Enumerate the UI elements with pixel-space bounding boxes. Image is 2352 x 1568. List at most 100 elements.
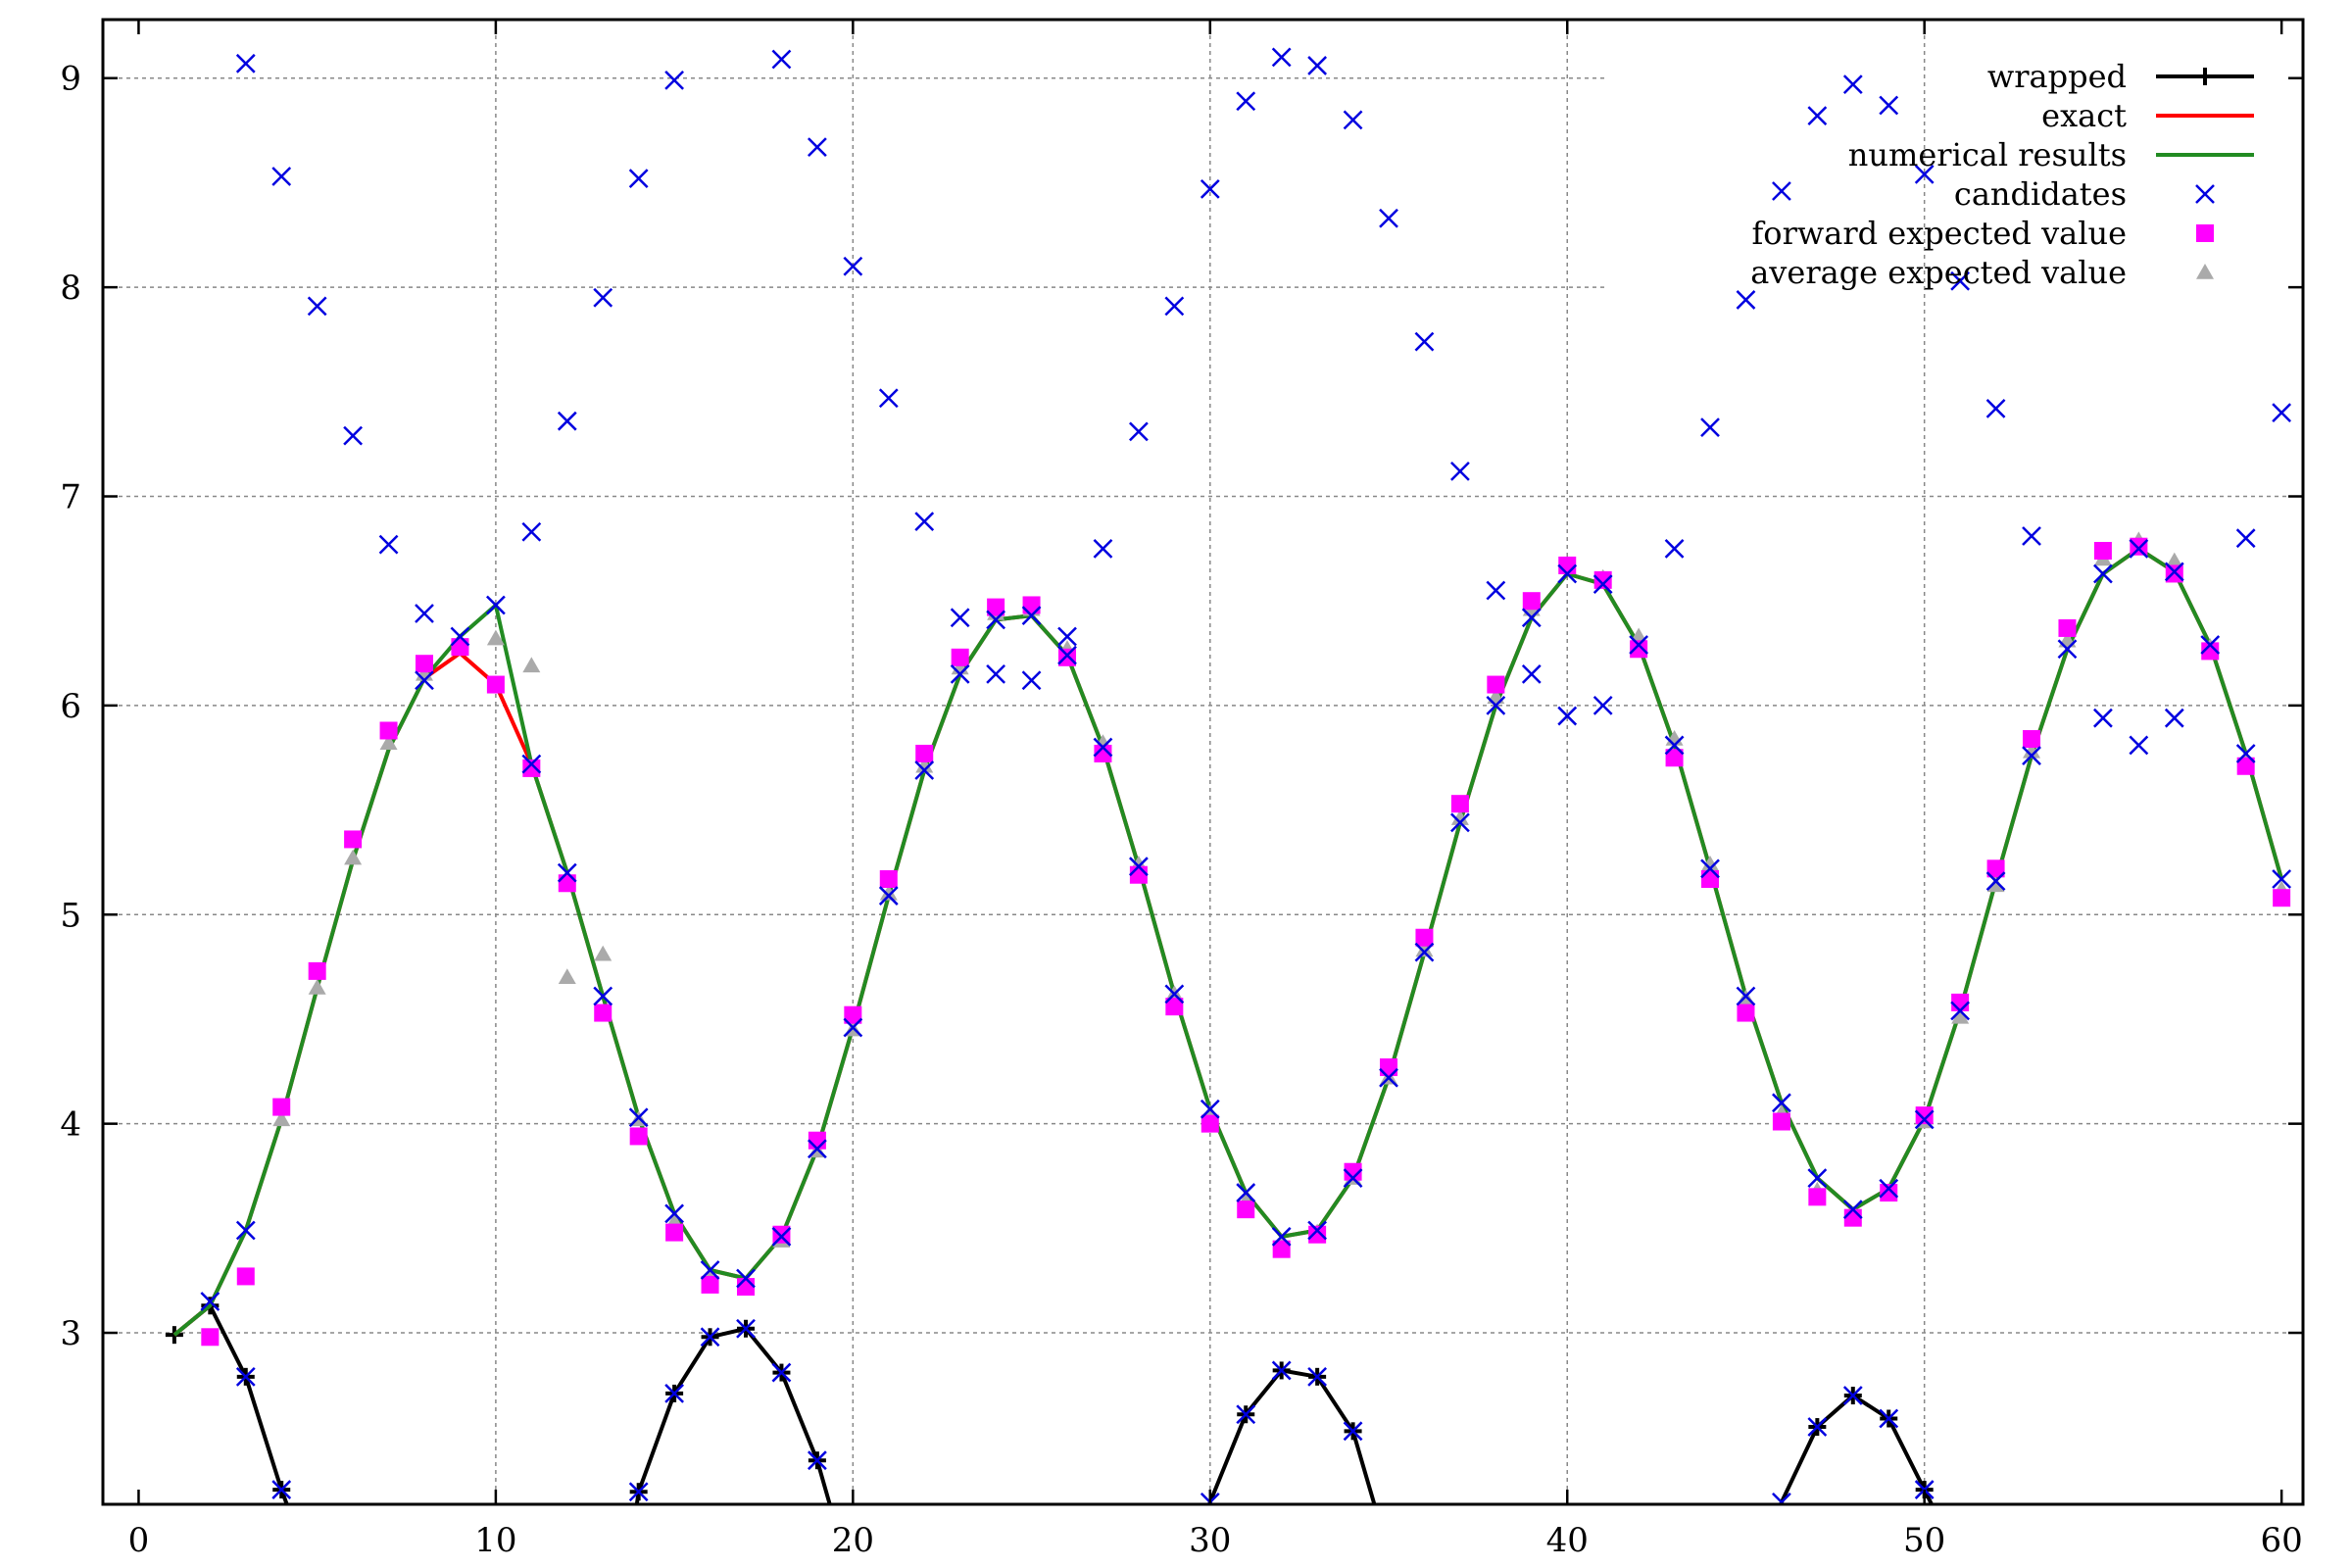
point-candidates-b	[1379, 208, 1398, 228]
point-candidates-b	[557, 862, 577, 883]
point-candidates	[2129, 735, 2149, 756]
point-forward-expected-value	[1237, 1200, 1255, 1219]
point-candidates	[1914, 1109, 1935, 1130]
point-candidates-b	[1200, 178, 1220, 199]
point-candidates	[271, 1480, 292, 1499]
x-tick-label: 20	[832, 1521, 874, 1560]
point-forward-expected-value	[1344, 1162, 1362, 1181]
series-line-wrapped	[1779, 1394, 1934, 1504]
point-forward-expected-value	[486, 675, 505, 694]
x-tick-label: 10	[474, 1521, 516, 1560]
point-candidates	[1664, 538, 1685, 559]
point-candidates-b	[1450, 462, 1470, 481]
point-candidates	[950, 663, 970, 684]
point-candidates-b	[450, 626, 470, 647]
point-candidates	[2057, 639, 2078, 660]
legend-label-candidates: candidates	[1954, 175, 2127, 213]
point-candidates	[808, 137, 827, 158]
point-candidates-b	[1486, 580, 1506, 601]
point-candidates	[2235, 528, 2256, 549]
point-candidates-b	[628, 169, 649, 189]
point-candidates-b	[1842, 74, 1863, 95]
point-candidates-b	[2200, 635, 2221, 655]
point-candidates-b	[593, 986, 613, 1006]
point-candidates	[1486, 580, 1506, 601]
point-candidates-b	[235, 53, 256, 74]
point-candidates-b	[808, 1139, 827, 1159]
point-candidates	[1521, 608, 1542, 628]
point-forward-expected-value	[1808, 1188, 1827, 1206]
point-candidates-b	[2129, 735, 2149, 756]
point-average-expected-value	[594, 945, 612, 961]
axes: 0 10 20 30 40 50 60 3 4 5 6 7 8 9	[60, 20, 2303, 1560]
point-candidates-b	[2235, 744, 2256, 763]
point-candidates	[521, 521, 542, 542]
point-candidates	[2022, 526, 2041, 546]
point-candidates	[557, 862, 577, 883]
point-candidates-b	[415, 670, 434, 691]
point-candidates	[2022, 746, 2041, 765]
point-forward-expected-value	[1165, 998, 1184, 1016]
point-candidates	[2093, 564, 2113, 584]
point-average-expected-value	[486, 629, 505, 646]
point-candidates	[700, 1327, 720, 1348]
point-forward-expected-value	[522, 759, 541, 777]
legend-label-average-expected-value: average expected value	[1750, 254, 2127, 291]
point-candidates	[1307, 1366, 1328, 1387]
point-candidates-b	[1414, 942, 1435, 962]
point-candidates	[1772, 1093, 1791, 1113]
point-candidates-b	[1343, 1421, 1363, 1442]
point-candidates-b	[1557, 706, 1578, 726]
point-candidates-b	[1664, 735, 1685, 756]
point-forward-expected-value	[1880, 1184, 1898, 1202]
point-candidates	[1950, 1001, 1971, 1021]
point-candidates	[1271, 47, 1292, 68]
point-candidates	[2272, 403, 2292, 423]
point-candidates	[771, 49, 792, 70]
series-exact	[172, 546, 2284, 1337]
point-candidates-b	[2093, 708, 2113, 728]
point-candidates	[593, 287, 613, 308]
point-candidates-b	[1772, 1093, 1791, 1113]
point-forward-expected-value	[1058, 648, 1077, 666]
point-candidates-b	[986, 610, 1006, 630]
point-forward-expected-value	[1094, 744, 1112, 762]
legend-label-wrapped: wrapped	[1987, 58, 2127, 95]
point-candidates-b	[378, 534, 399, 555]
point-candidates-b	[1093, 737, 1113, 758]
point-candidates	[736, 1318, 756, 1339]
point-candidates	[521, 754, 542, 774]
point-forward-expected-value	[2201, 642, 2220, 661]
point-candidates-b	[771, 49, 792, 70]
y-tick-label: 5	[60, 896, 81, 935]
point-average-expected-value	[558, 968, 576, 985]
point-forward-expected-value	[201, 1328, 220, 1347]
legend-marker-candidates-b	[2195, 184, 2215, 204]
point-forward-expected-value	[1129, 865, 1148, 884]
point-candidates-b	[1592, 696, 1613, 715]
point-candidates-b	[1021, 670, 1042, 691]
legend-label-exact: exact	[2041, 97, 2127, 134]
point-candidates	[986, 610, 1006, 630]
series-forward-expected-value	[201, 537, 2291, 1347]
point-candidates	[1772, 181, 1791, 201]
point-forward-expected-value	[1665, 749, 1684, 767]
point-candidates	[914, 512, 935, 531]
point-candidates	[1807, 1417, 1828, 1437]
point-candidates-b	[521, 521, 542, 542]
point-candidates-b	[1307, 56, 1328, 75]
point-forward-expected-value	[665, 1223, 684, 1242]
legend-label-forward-expected-value: forward expected value	[1751, 215, 2127, 252]
point-candidates	[1842, 1386, 1863, 1405]
point-candidates	[1592, 696, 1613, 715]
point-candidates	[2093, 708, 2113, 728]
point-candidates-b	[1271, 47, 1292, 68]
point-candidates	[1985, 399, 2006, 418]
point-candidates	[415, 670, 434, 691]
point-candidates-b	[878, 886, 899, 906]
point-candidates	[1414, 942, 1435, 962]
series-line-numerical-results	[172, 546, 2284, 1337]
point-candidates-b	[1307, 1220, 1328, 1241]
series-candidates	[200, 47, 2292, 1504]
point-candidates-b	[2235, 528, 2256, 549]
